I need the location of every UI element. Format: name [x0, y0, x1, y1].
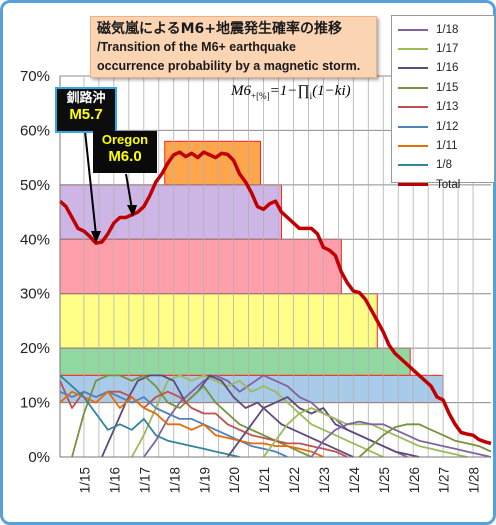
- x-tick-label: 1/28: [467, 467, 482, 493]
- probability-band: [59, 238, 342, 295]
- legend-label: 1/11: [436, 140, 458, 153]
- series-line-total: [58, 150, 492, 446]
- legend-swatch: [398, 67, 428, 70]
- probability-band: [59, 374, 444, 404]
- chart-title-box: 磁気嵐によるM6+地震発生確率の推移 /Transition of the M6…: [90, 16, 377, 78]
- probability-formula: M6+[%]=1−∏i(1−ki): [231, 83, 351, 101]
- y-tick-label: 0%: [28, 449, 50, 466]
- chart-title-japanese: 磁気嵐によるM6+地震発生確率の推移: [97, 21, 342, 37]
- formula-tail: (1−ki): [312, 83, 351, 99]
- y-tick-label: 10%: [20, 395, 50, 412]
- legend-swatch: [398, 28, 428, 31]
- legend-item: 1/18: [398, 20, 494, 39]
- callout-kushiro-magnitude: M5.7: [69, 106, 103, 123]
- legend-label: 1/15: [436, 81, 459, 94]
- callout-arrows: [84, 130, 137, 243]
- legend-item: 1/17: [398, 39, 494, 58]
- axes: 0% 10% 20% 30% 40% 50% 60% 70% 1/15 1/16 1/17 1/18 1…: [20, 68, 491, 493]
- chart-title-english-line2: occurrence probability by a magnetic sto…: [97, 59, 361, 73]
- formula-rhs: =1−∏: [269, 83, 310, 99]
- x-tick-label: 1/24: [347, 467, 362, 494]
- series-line-1-11: [59, 390, 324, 458]
- callout-oregon-arrowhead: [127, 205, 137, 217]
- callout-oregon-magnitude: M6.0: [108, 148, 142, 165]
- x-tick-label: 1/25: [377, 467, 392, 493]
- series-line: [226, 396, 420, 458]
- y-tick-label: 70%: [20, 68, 50, 85]
- callout-kushiro-location: 釧路沖: [66, 90, 106, 105]
- probability-bands: [59, 140, 444, 404]
- legend-swatch: [398, 125, 428, 128]
- series-line: [310, 420, 492, 458]
- x-tick-label: 1/15: [78, 467, 93, 493]
- legend-swatch: [398, 48, 428, 51]
- probability-band: [59, 347, 411, 376]
- y-tick-label: 60%: [20, 122, 50, 139]
- x-tick-label: 1/23: [317, 467, 332, 493]
- callout-oregon: Oregon M6.0: [93, 131, 157, 173]
- legend-item: 1/16: [398, 59, 494, 78]
- callout-kushiro: 釧路沖 M5.7: [55, 87, 117, 133]
- legend-label: 1/8: [436, 159, 452, 172]
- x-tick-label: 1/21: [257, 467, 272, 493]
- callout-kushiro-arrow: [84, 130, 97, 236]
- legend-label: 1/16: [436, 62, 459, 75]
- legend-swatch: [398, 164, 428, 167]
- legend-item: 1/11: [398, 136, 494, 155]
- legend-swatch: [398, 106, 428, 109]
- legend-item: 1/8: [398, 156, 494, 175]
- callout-oregon-location: Oregon: [101, 132, 149, 147]
- series-line-1-17: [131, 374, 384, 458]
- x-tick-label: 1/18: [167, 467, 182, 493]
- y-tick-label: 30%: [20, 286, 50, 303]
- y-tick-label: 50%: [20, 177, 50, 194]
- legend-swatch: [398, 183, 428, 187]
- legend-label: 1/17: [436, 43, 459, 56]
- x-tick-label: 1/26: [407, 467, 422, 493]
- formula-unit: +[%]: [251, 91, 270, 101]
- x-tick-label: 1/20: [227, 467, 242, 493]
- series-line: [358, 423, 492, 458]
- legend-swatch: [398, 145, 428, 148]
- legend-label: 1/12: [436, 120, 459, 133]
- chart-legend: 1/18 1/17 1/16 1/15 1/13 1/12 1/11 1/8 Total: [391, 15, 495, 191]
- x-tick-label: 1/16: [107, 467, 122, 493]
- callout-kushiro-arrowhead: [91, 231, 101, 243]
- chart-canvas: 0% 10% 20% 30% 40% 50% 60% 70% 1/15 1/16 1/17 1/18 1…: [20, 68, 492, 493]
- series-line-1-12: [59, 390, 288, 458]
- callout-oregon-arrow: [125, 173, 133, 210]
- legend-item: Total: [398, 175, 494, 194]
- formula-lhs: M6: [231, 83, 251, 99]
- y-tick-label: 20%: [20, 340, 50, 357]
- series-lines: [58, 150, 492, 458]
- chart-title-english-line1: /Transition of the M6+ earthquake: [97, 40, 296, 54]
- x-tick-label: 1/19: [197, 467, 212, 493]
- legend-item: 1/12: [398, 117, 494, 136]
- legend-label: Total: [436, 178, 461, 191]
- series-line-1-8: [59, 374, 240, 458]
- legend-item: 1/13: [398, 98, 494, 117]
- probability-band: [164, 140, 262, 186]
- y-tick-label: 40%: [20, 231, 50, 248]
- series-line: [262, 407, 468, 458]
- x-tick-label: 1/27: [437, 467, 452, 493]
- probability-band: [59, 184, 282, 240]
- x-tick-label: 1/17: [137, 467, 152, 493]
- x-tick-label: 1/22: [287, 467, 302, 493]
- legend-label: 1/13: [436, 101, 459, 114]
- legend-swatch: [398, 86, 428, 89]
- legend-item: 1/15: [398, 78, 494, 97]
- series-line-1-16: [101, 374, 354, 458]
- legend-label: 1/18: [436, 23, 459, 36]
- formula-index: i: [309, 91, 313, 101]
